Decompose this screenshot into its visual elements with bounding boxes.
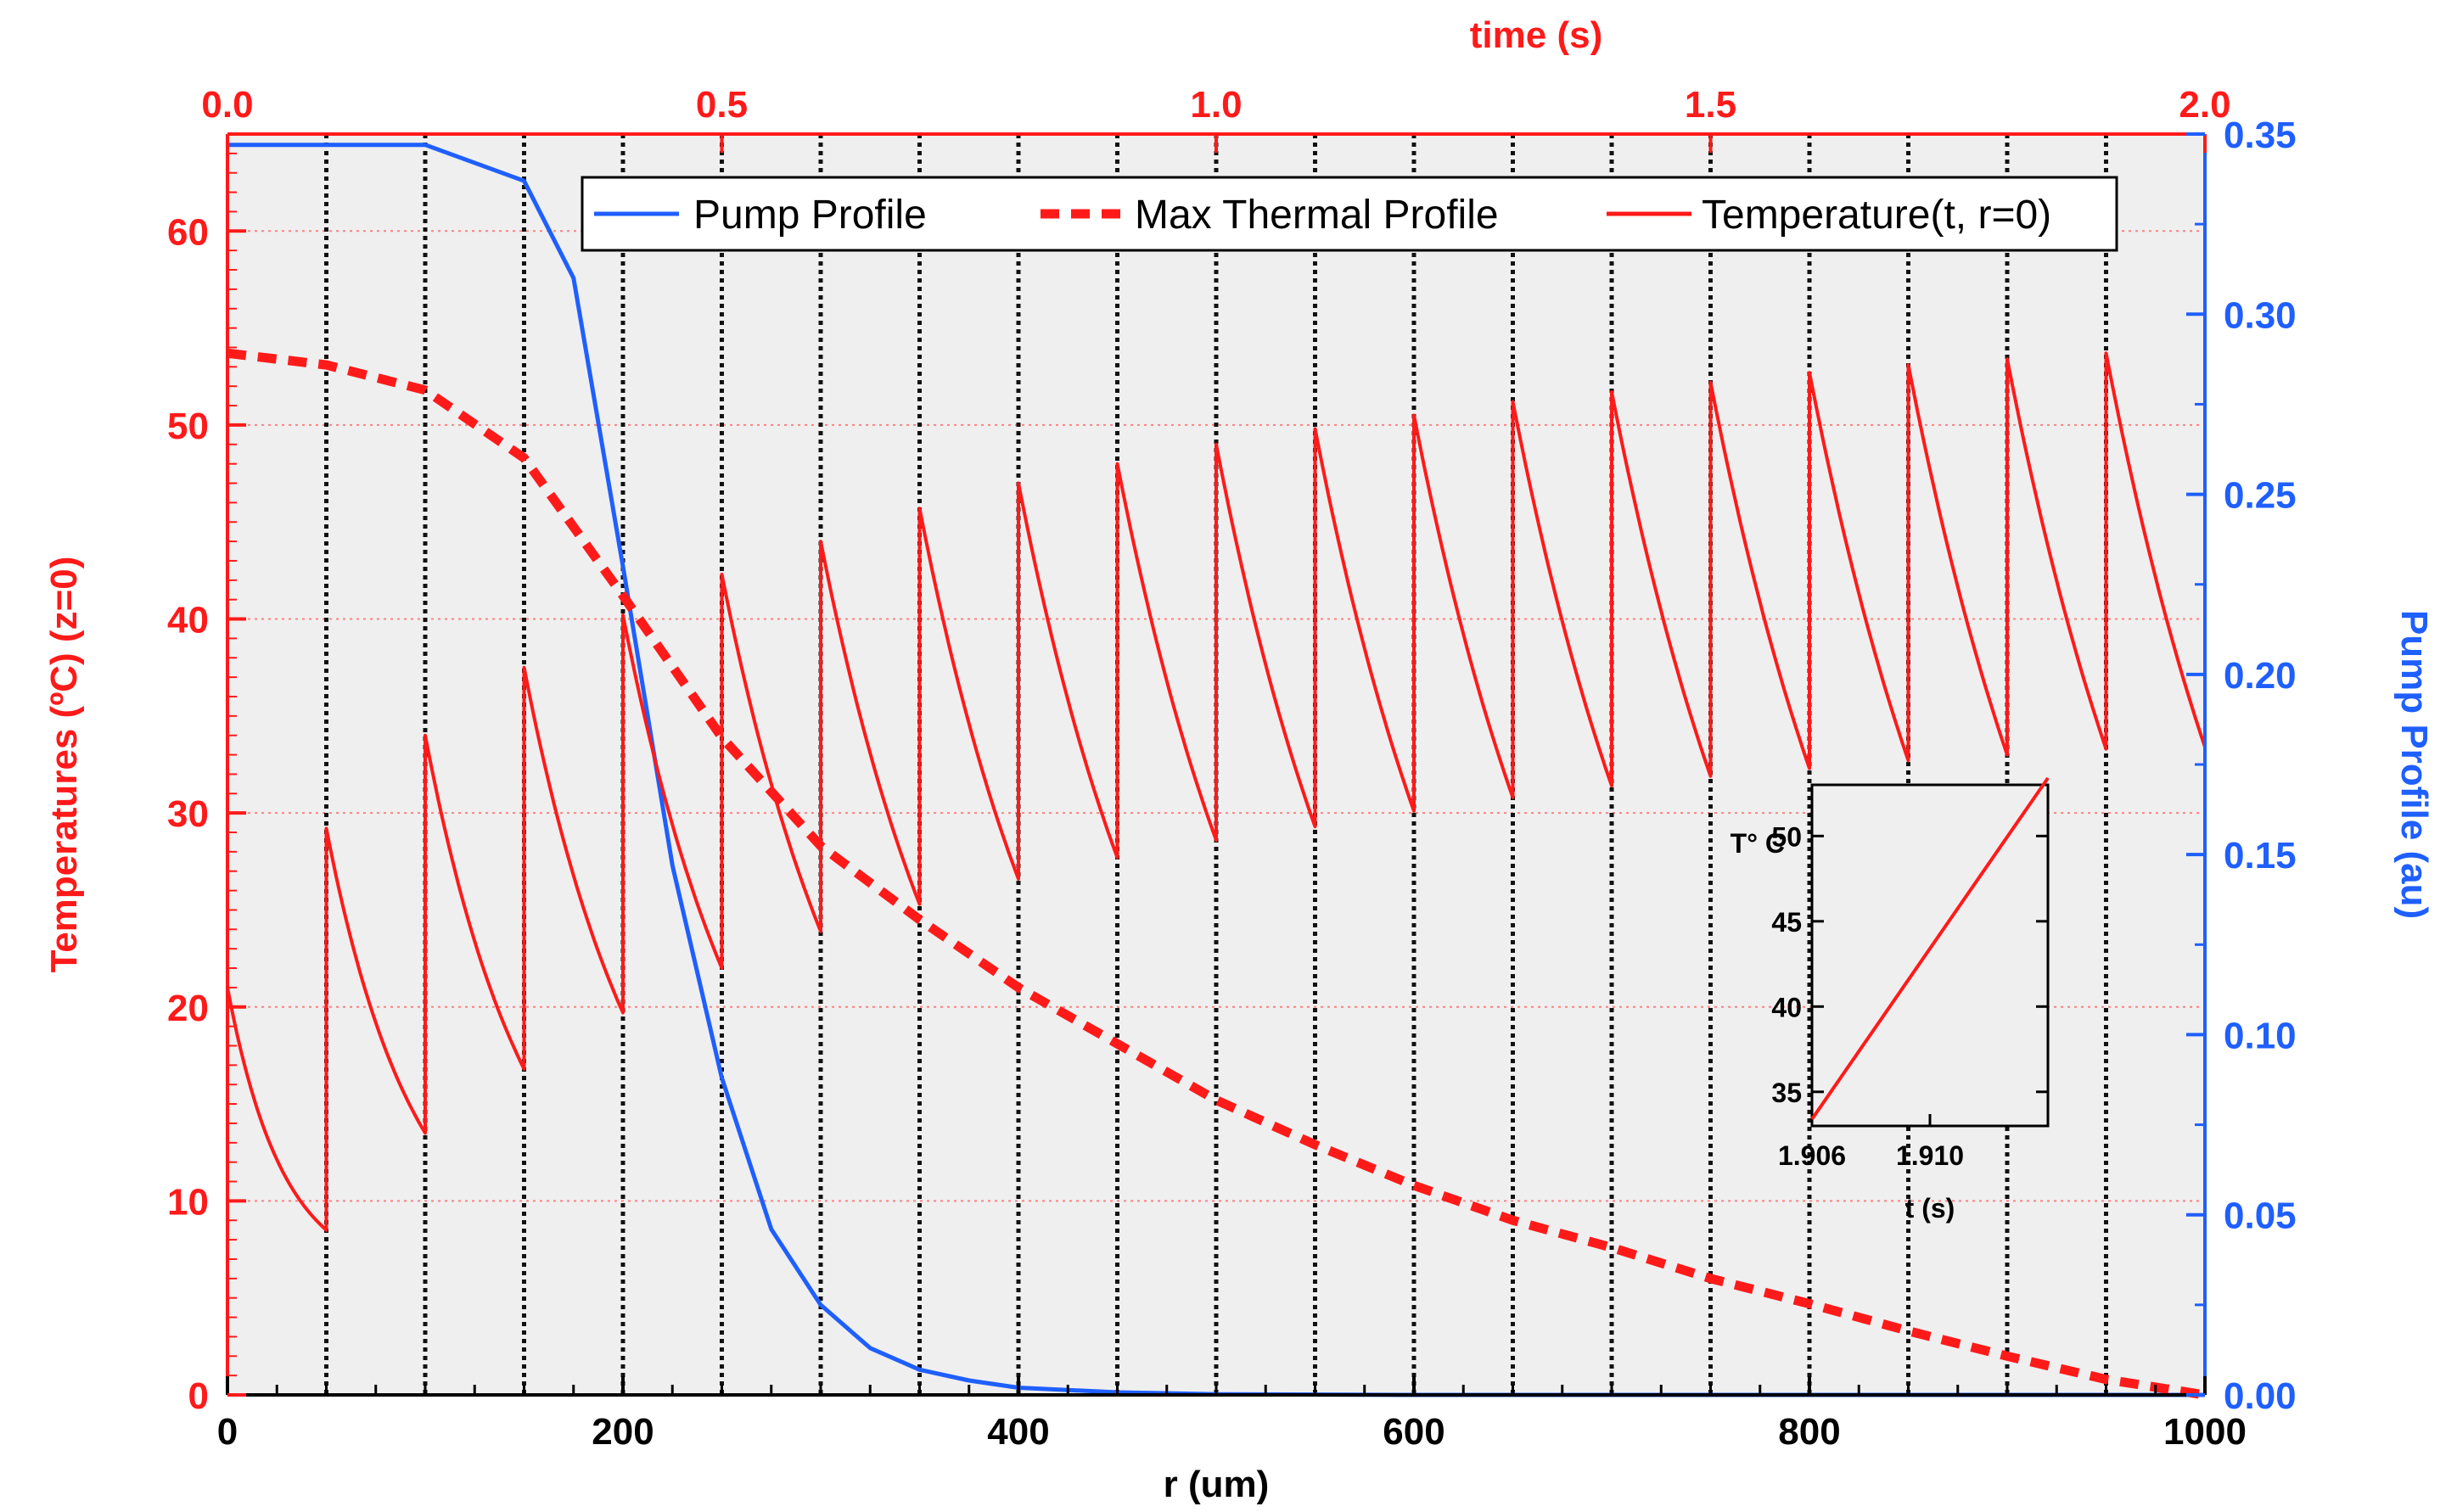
legend-entry-temperature: Temperature(t, r=0) xyxy=(1702,193,2051,238)
x-top-tick-label: 0.0 xyxy=(201,84,253,126)
axes-layer: r (um) time (s) Temperatures (ºC) (z=0) … xyxy=(43,14,2435,1505)
y-axis-right-label: Pump Profile (au) xyxy=(2393,610,2435,919)
y-left-tick-label: 40 xyxy=(167,600,209,641)
x-top-tick-label: 1.5 xyxy=(1685,84,1736,126)
inset-x-tick-label: 1.906 xyxy=(1778,1140,1846,1171)
y-right-tick-label: 0.00 xyxy=(2224,1375,2297,1417)
y-left-tick-label: 20 xyxy=(167,988,209,1029)
inset-y-tick-label: 45 xyxy=(1771,907,1802,938)
y-right-tick-label: 0.15 xyxy=(2224,835,2297,876)
y-right-tick-label: 0.20 xyxy=(2224,655,2297,697)
inset-y-tick-label: 35 xyxy=(1771,1078,1802,1108)
inset-x-tick-label: 1.910 xyxy=(1896,1140,1964,1171)
y-left-tick-label: 10 xyxy=(167,1181,209,1223)
x-bottom-tick-label: 200 xyxy=(592,1411,654,1453)
x-axis-bottom-label: r (um) xyxy=(1164,1464,1270,1505)
x-bottom-tick-label: 800 xyxy=(1778,1411,1840,1453)
legend-entry-pump-profile: Pump Profile xyxy=(693,193,927,238)
x-bottom-tick-label: 600 xyxy=(1383,1411,1444,1453)
x-top-tick-label: 1.0 xyxy=(1190,84,1242,126)
y-right-tick-label: 0.35 xyxy=(2224,115,2297,156)
inset-y-tick-label: 40 xyxy=(1771,992,1802,1022)
legend-box xyxy=(581,176,2118,252)
x-bottom-tick-label: 0 xyxy=(217,1411,238,1453)
inset-plot-area xyxy=(1810,783,2050,1128)
inset-chart: t (s) T° C 35 40 45 50 1.906 1.910 xyxy=(1731,776,2050,1224)
inset-temperature-line xyxy=(1810,776,2050,1121)
y-right-tick-label: 0.30 xyxy=(2224,294,2297,336)
inset-y-label: T° C xyxy=(1731,828,1785,859)
legend: Pump Profile Max Thermal Profile Tempera… xyxy=(581,176,2118,252)
x-top-tick-label: 0.5 xyxy=(696,84,748,126)
x-bottom-tick-label: 400 xyxy=(987,1411,1049,1453)
inset-y-tick-label: 50 xyxy=(1771,821,1802,852)
legend-entry-max-thermal-profile: Max Thermal Profile xyxy=(1135,193,1499,238)
inset-x-label: t (s) xyxy=(1905,1193,1955,1224)
x-bottom-tick-label: 1000 xyxy=(2163,1411,2247,1453)
y-axis-left-label: Temperatures (ºC) (z=0) xyxy=(43,557,85,973)
x-top-tick-label: 2.0 xyxy=(2179,84,2230,126)
max-thermal-profile-line xyxy=(227,348,2206,1400)
y-left-tick-label: 30 xyxy=(167,793,209,835)
y-left-tick-label: 0 xyxy=(188,1375,209,1417)
y-right-tick-label: 0.25 xyxy=(2224,475,2297,517)
y-right-tick-label: 0.05 xyxy=(2224,1196,2297,1237)
y-left-tick-label: 60 xyxy=(167,211,209,253)
temperature-line xyxy=(226,351,2207,1232)
y-right-tick-label: 0.10 xyxy=(2224,1015,2297,1056)
x-axis-top-label: time (s) xyxy=(1470,14,1602,56)
y-left-tick-label: 50 xyxy=(167,406,209,447)
